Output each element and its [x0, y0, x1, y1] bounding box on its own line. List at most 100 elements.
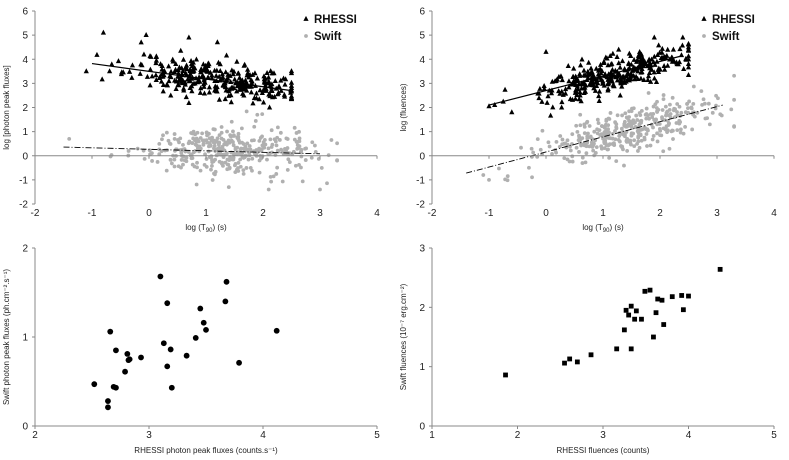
legend: RHESSI Swift: [303, 14, 357, 43]
data-point: [646, 63, 652, 69]
data-point: [625, 69, 631, 75]
x-tick-label: 0: [543, 208, 549, 219]
data-point: [268, 86, 275, 92]
data-point: [663, 104, 668, 109]
data-point: [628, 52, 634, 58]
data-point: [122, 368, 128, 375]
data-point: [627, 109, 632, 114]
data-point: [577, 89, 583, 95]
data-point: [166, 63, 172, 69]
data-point: [658, 126, 662, 131]
data-point: [250, 100, 256, 106]
data-point: [172, 77, 178, 83]
data-point: [94, 51, 100, 57]
data-point: [577, 150, 581, 154]
data-point: [645, 73, 652, 79]
data-point: [225, 129, 229, 134]
data-point: [635, 118, 640, 122]
data-point: [558, 134, 563, 138]
data-point: [675, 128, 680, 133]
data-point: [632, 316, 638, 322]
data-point: [547, 144, 552, 149]
data-point: [638, 59, 644, 65]
data-point: [536, 90, 542, 96]
data-point: [231, 143, 236, 148]
data-point: [231, 68, 237, 74]
data-point: [299, 147, 304, 152]
data-point: [210, 178, 215, 182]
data-point: [631, 106, 636, 111]
data-point: [280, 75, 287, 81]
data-point: [651, 134, 656, 138]
data-point: [206, 84, 213, 90]
data-point: [686, 106, 690, 111]
legend-marker-rhessi: [701, 15, 707, 21]
data-point: [604, 74, 610, 80]
data-point: [188, 75, 195, 81]
data-point: [265, 74, 272, 80]
data-point: [614, 159, 619, 163]
data-point: [164, 82, 170, 88]
data-point: [651, 34, 657, 40]
data-point: [644, 132, 649, 136]
data-point: [623, 111, 628, 116]
chart-bl: 2 3 4 5 0 1 2 RHESSI photon peak fluxes (counts…: [2, 244, 380, 456]
data-point: [544, 99, 550, 105]
data-point: [222, 298, 229, 305]
data-point: [639, 108, 644, 113]
data-point: [249, 80, 255, 86]
data-point: [656, 65, 662, 71]
data-point: [606, 127, 610, 132]
data-point: [223, 160, 228, 165]
y-tick-label: 4: [419, 55, 425, 66]
data-point: [243, 79, 250, 85]
data-point: [226, 92, 232, 98]
data-point: [629, 142, 633, 147]
data-point: [166, 138, 171, 143]
data-point: [637, 145, 642, 150]
data-point: [255, 112, 260, 117]
data-point: [266, 104, 273, 110]
data-point: [168, 68, 174, 74]
data-point: [209, 155, 213, 160]
x-axis-label-sub: 90: [206, 228, 213, 234]
data-point: [161, 67, 168, 73]
data-point: [643, 112, 648, 117]
data-point: [253, 90, 260, 96]
data-point: [667, 146, 672, 151]
data-point: [659, 45, 665, 51]
data-point: [219, 125, 224, 129]
data-point: [265, 157, 269, 162]
data-point: [189, 60, 195, 66]
data-point: [680, 34, 686, 40]
x-tick-label: 3: [146, 430, 152, 441]
data-point: [187, 70, 193, 76]
data-point: [638, 51, 645, 57]
data-point: [691, 84, 696, 89]
data-point: [600, 80, 606, 86]
legend-label-rhessi: RHESSI: [314, 14, 357, 26]
data-point: [159, 62, 165, 68]
data-point: [141, 51, 147, 57]
chart-tl: -2 -1 0 1 2 3 4 -2 -1 0 1 2 3 4 5 6 log (T90) (s) log [ph…: [2, 7, 380, 235]
data-point: [609, 60, 615, 66]
data-point: [651, 104, 656, 109]
data-point: [125, 357, 132, 364]
data-point: [240, 140, 244, 145]
data-point: [632, 138, 637, 143]
data-point: [288, 79, 295, 85]
data-point: [335, 141, 339, 146]
data-point: [619, 58, 626, 64]
data-point: [183, 352, 190, 359]
legend-marker-swift: [702, 34, 706, 38]
data-point: [138, 39, 144, 45]
data-point: [627, 115, 631, 119]
data-point: [679, 110, 684, 115]
data-point: [597, 61, 604, 67]
data-point: [699, 89, 704, 93]
data-point: [288, 93, 295, 99]
data-point: [655, 99, 659, 104]
data-point: [647, 116, 651, 121]
data-point: [183, 64, 189, 70]
data-point: [109, 61, 115, 67]
